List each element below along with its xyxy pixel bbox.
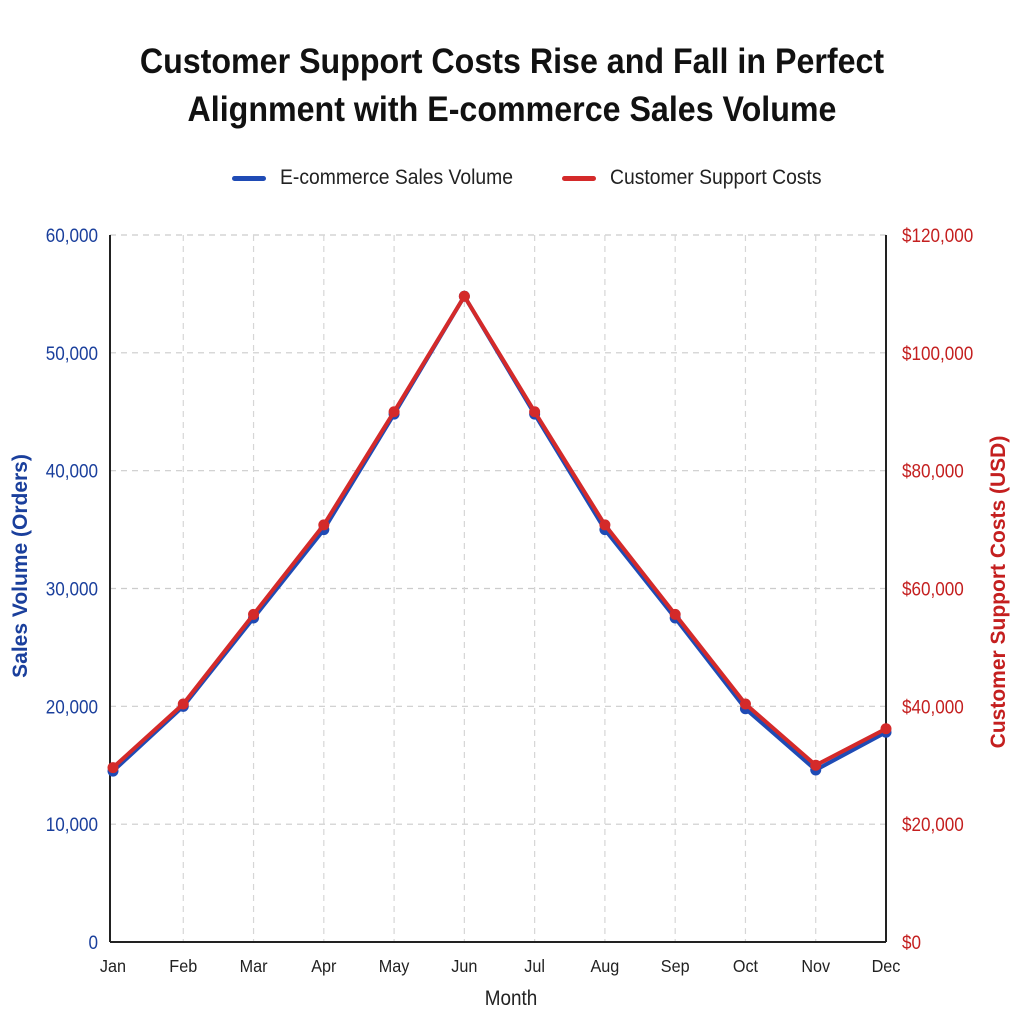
- y-left-tick-label: 0: [88, 932, 98, 953]
- x-tick-label: Aug: [591, 956, 620, 976]
- x-tick-label: Sep: [661, 956, 690, 976]
- x-tick-label: Jan: [100, 956, 126, 976]
- y-right-tick-label: $100,000: [902, 343, 973, 364]
- data-point-costs: [458, 290, 470, 302]
- y-right-axis-label: Customer Support Costs (USD): [987, 436, 1010, 749]
- y-left-tick-label: 40,000: [46, 461, 98, 482]
- y-right-tick-label: $0: [902, 932, 921, 953]
- chart-title-line-2: Alignment with E-commerce Sales Volume: [187, 90, 837, 129]
- data-point-costs: [529, 406, 541, 418]
- x-tick-label: Mar: [240, 956, 268, 976]
- y-right-tick-label: $120,000: [902, 225, 973, 246]
- y-left-tick-label: 20,000: [46, 697, 98, 718]
- x-axis-label: Month: [485, 987, 538, 1010]
- data-point-costs: [880, 723, 892, 735]
- legend-label-costs: Customer Support Costs: [610, 166, 822, 189]
- data-point-costs: [739, 698, 751, 710]
- series-line-sales: [111, 294, 887, 773]
- y-right-tick-label: $80,000: [902, 461, 964, 482]
- y-left-axis-label: Sales Volume (Orders): [9, 454, 32, 678]
- x-tick-label: Oct: [733, 956, 758, 976]
- y-left-tick-label: 30,000: [46, 579, 98, 600]
- legend-item-sales: E-commerce Sales Volume: [232, 166, 533, 190]
- data-point-costs: [388, 406, 400, 418]
- y-left-tick-label: 60,000: [46, 225, 98, 246]
- legend-item-costs: Customer Support Costs: [562, 166, 840, 190]
- legend-swatch-sales: [232, 175, 266, 181]
- y-right-tick-label: $40,000: [902, 697, 964, 718]
- data-point-costs: [810, 759, 822, 771]
- data-point-costs: [177, 698, 189, 710]
- series-line-costs: [111, 294, 887, 770]
- data-point-costs: [318, 519, 330, 531]
- data-point-costs: [107, 762, 119, 774]
- x-tick-label: Dec: [872, 956, 901, 976]
- data-point-costs: [248, 608, 260, 620]
- x-tick-label: May: [379, 956, 410, 976]
- y-left-tick-label: 10,000: [46, 814, 98, 835]
- x-tick-label: Apr: [311, 956, 336, 976]
- x-tick-label: Jun: [451, 956, 477, 976]
- legend-label-sales: E-commerce Sales Volume: [280, 166, 514, 189]
- chart-title-line-1: Customer Support Costs Rise and Fall in …: [139, 42, 885, 81]
- y-right-tick-label: $60,000: [902, 579, 964, 600]
- data-point-costs: [669, 608, 681, 620]
- x-tick-label: Jul: [524, 956, 545, 976]
- y-right-tick-label: $20,000: [902, 814, 964, 835]
- data-point-costs: [599, 519, 611, 531]
- legend-swatch-costs: [562, 175, 596, 181]
- x-tick-label: Feb: [169, 956, 197, 976]
- x-tick-label: Nov: [801, 956, 830, 976]
- y-left-tick-label: 50,000: [46, 343, 98, 364]
